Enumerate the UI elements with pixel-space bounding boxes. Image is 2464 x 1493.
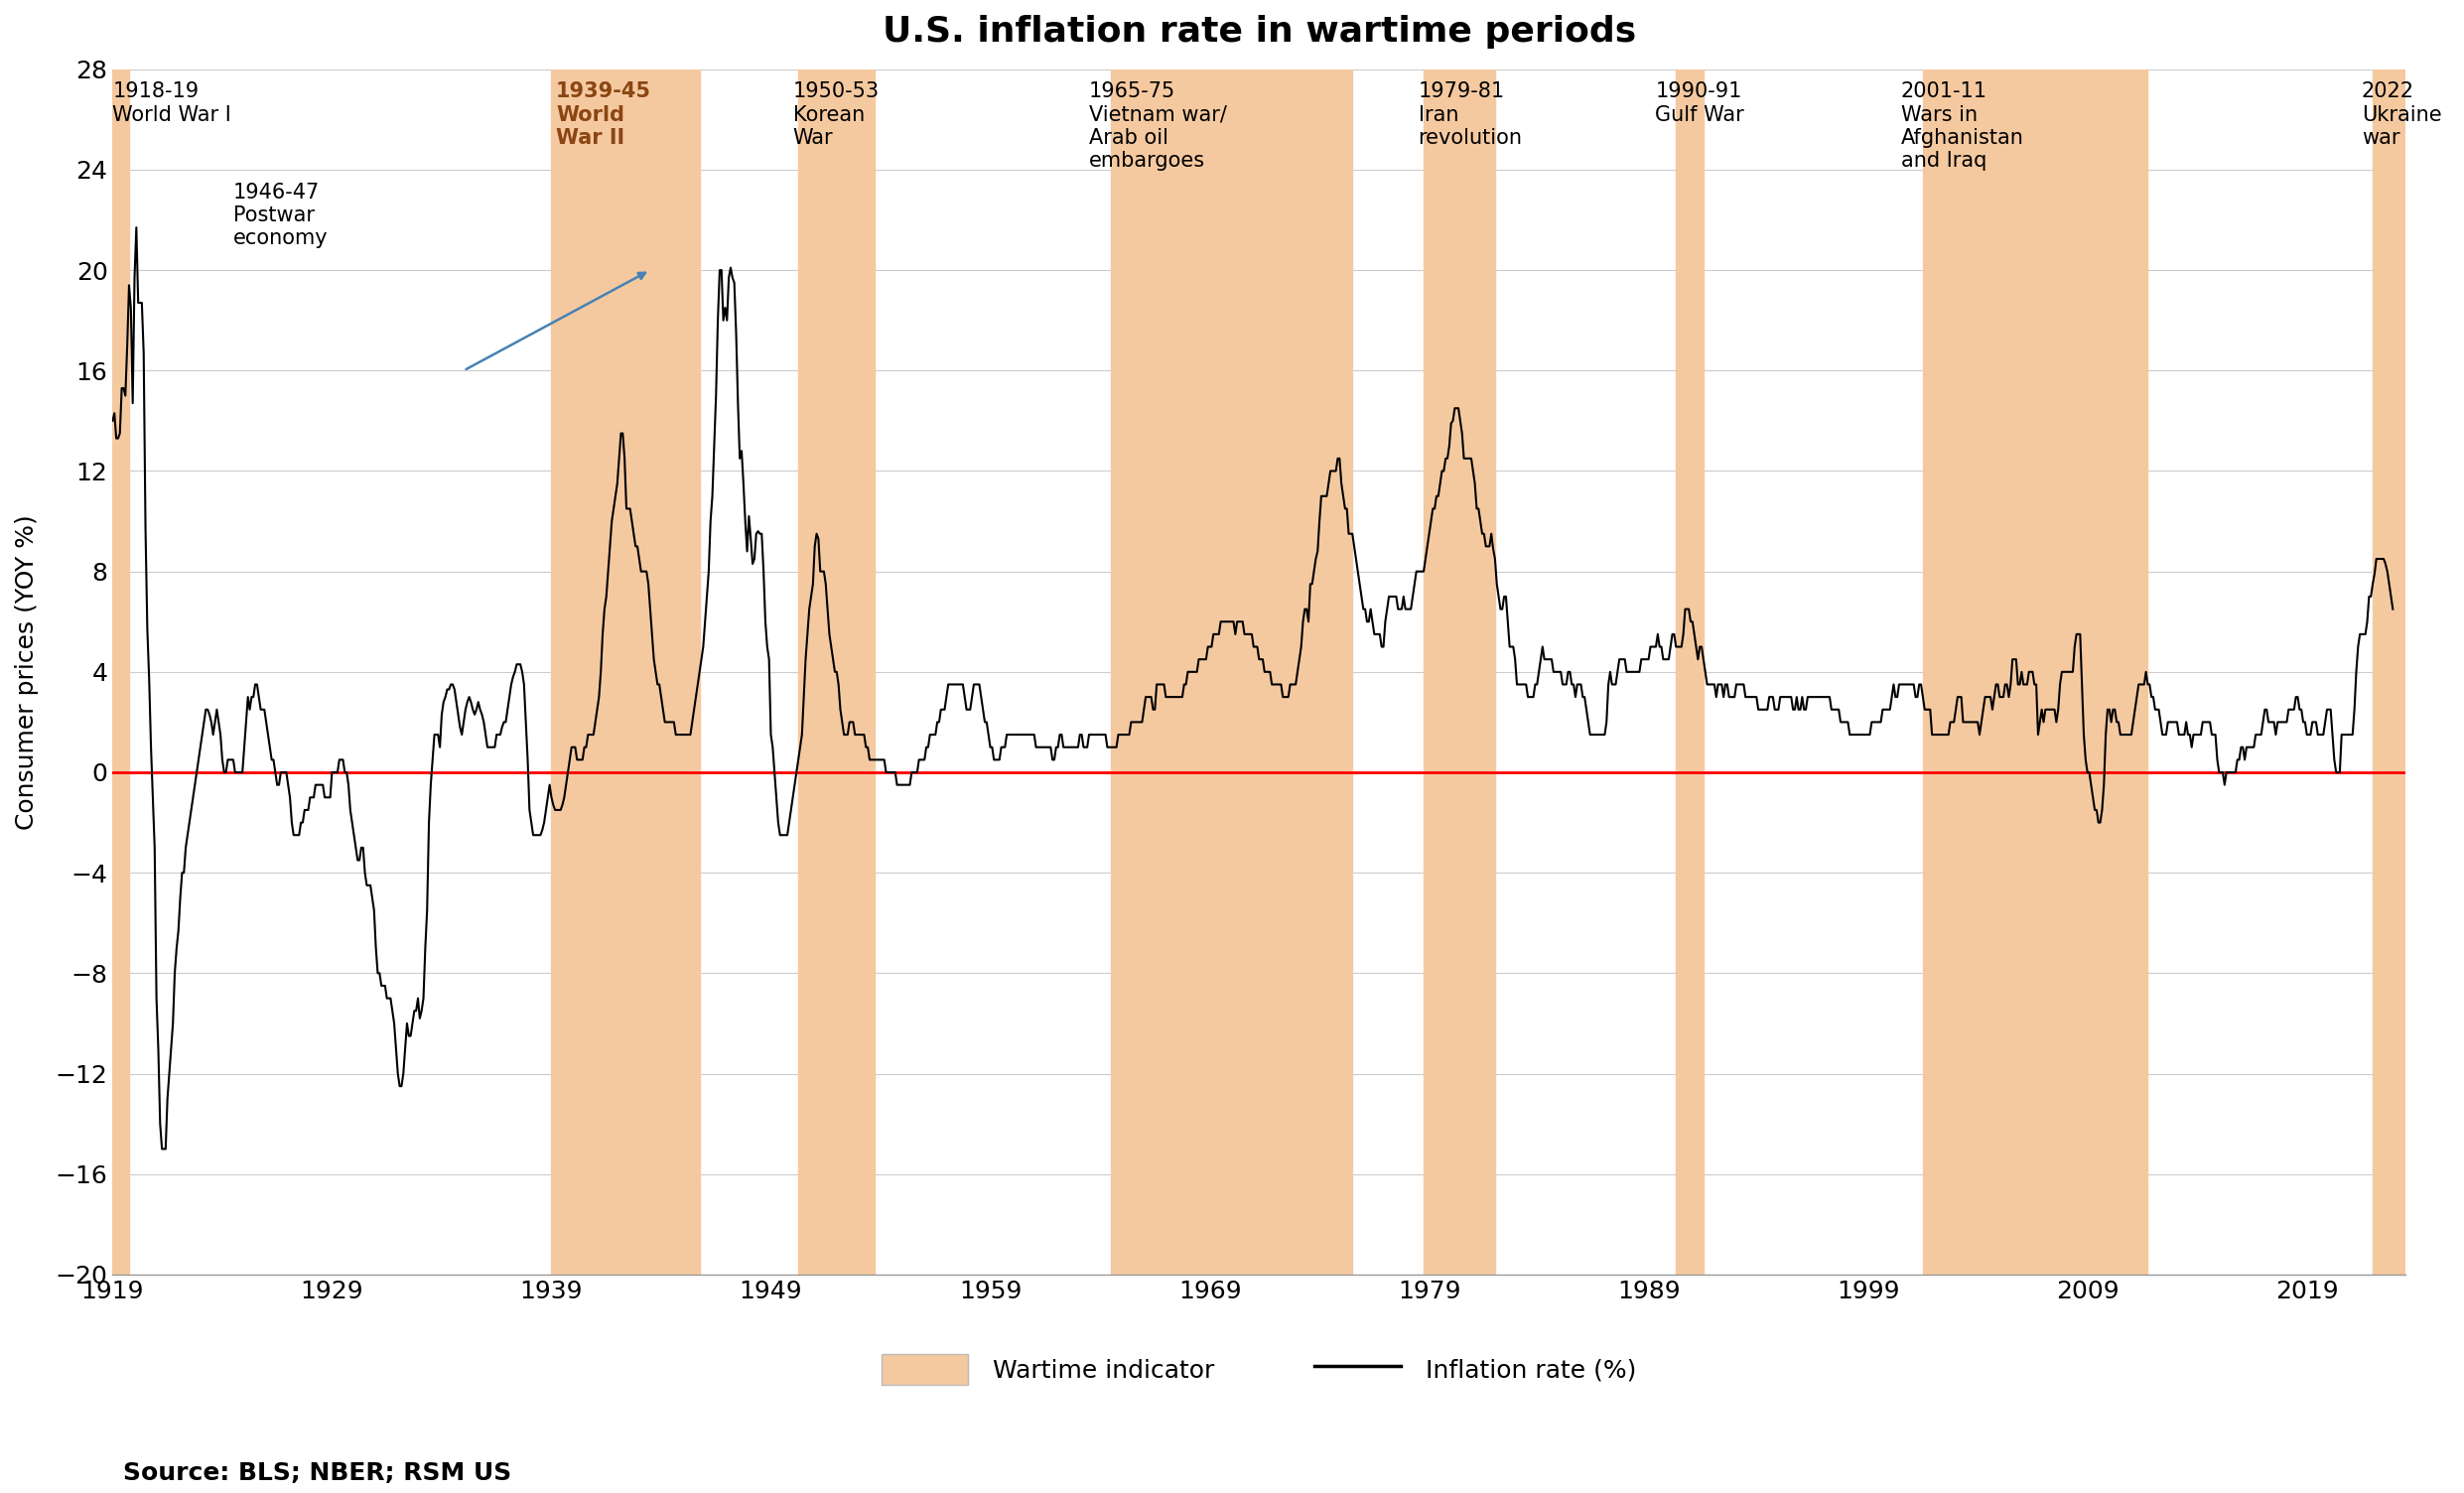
Text: 2022
Ukraine
war: 2022 Ukraine war <box>2361 82 2442 148</box>
Bar <box>2373 69 2405 1275</box>
Bar <box>798 69 875 1275</box>
Text: 1939-45
World
War II: 1939-45 World War II <box>557 82 650 148</box>
Text: 1979-81
Iran
revolution: 1979-81 Iran revolution <box>1419 82 1523 148</box>
Y-axis label: Consumer prices (YOY %): Consumer prices (YOY %) <box>15 514 39 830</box>
Bar <box>1111 69 1353 1275</box>
Text: 1946-47
Postwar
economy: 1946-47 Postwar economy <box>234 182 328 248</box>
Title: U.S. inflation rate in wartime periods: U.S. inflation rate in wartime periods <box>882 15 1636 49</box>
Text: 1918-19
World War I: 1918-19 World War I <box>113 82 232 125</box>
Bar <box>1922 69 2149 1275</box>
Text: Source: BLS; NBER; RSM US: Source: BLS; NBER; RSM US <box>123 1462 513 1486</box>
Bar <box>1676 69 1703 1275</box>
Bar <box>1424 69 1496 1275</box>
Bar <box>552 69 700 1275</box>
Legend: Wartime indicator, Inflation rate (%): Wartime indicator, Inflation rate (%) <box>872 1345 1646 1394</box>
Text: 1965-75
Vietnam war/
Arab oil
embargoes: 1965-75 Vietnam war/ Arab oil embargoes <box>1089 82 1227 170</box>
Text: 1990-91
Gulf War: 1990-91 Gulf War <box>1656 82 1745 125</box>
Text: 2001-11
Wars in
Afghanistan
and Iraq: 2001-11 Wars in Afghanistan and Iraq <box>1900 82 2023 170</box>
Text: 1950-53
Korean
War: 1950-53 Korean War <box>793 82 880 148</box>
Bar <box>79 69 128 1275</box>
